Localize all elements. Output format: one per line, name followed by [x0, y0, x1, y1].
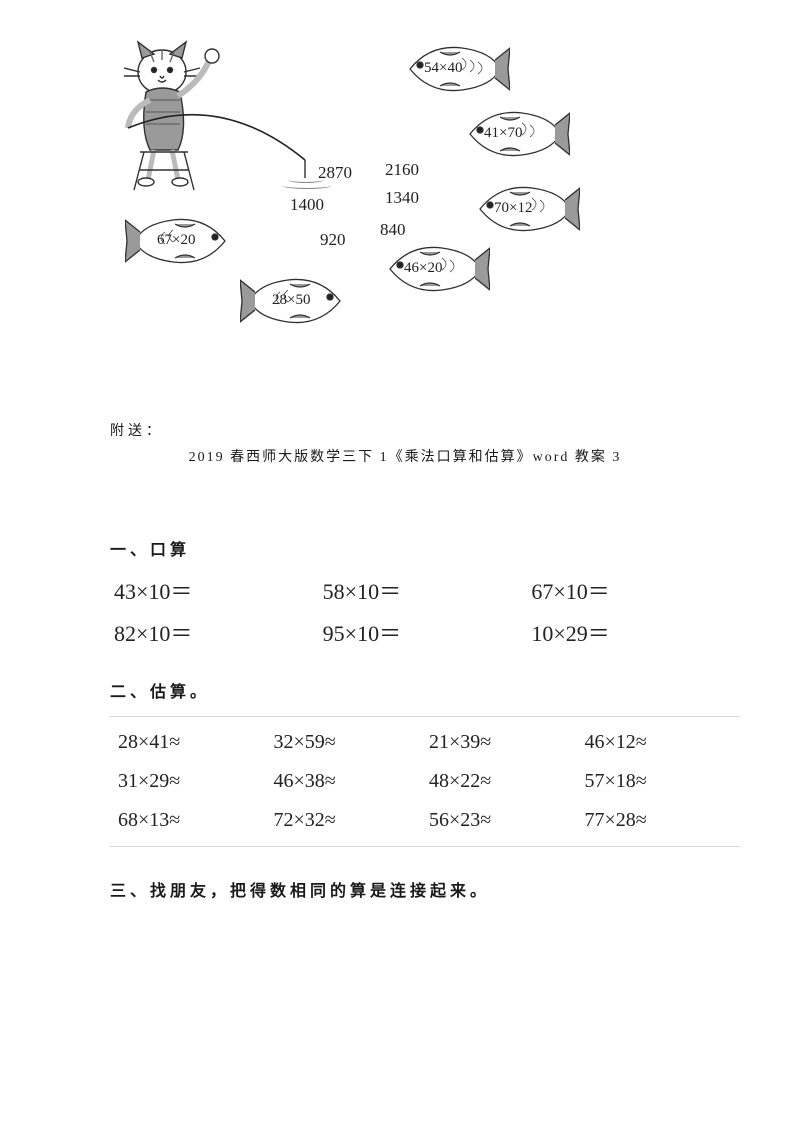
fishing-illustration: 54×40 41×70 70×12 46×20 28×50 67×20 2870…	[110, 40, 580, 350]
section2-heading: 二、估算。	[110, 678, 740, 702]
est-item: 28×41≈	[118, 731, 274, 754]
mental-item: 95×10＝	[323, 616, 532, 648]
table-row: 31×29≈ 46×38≈ 48×22≈ 57×18≈	[110, 762, 740, 801]
document-title: 2019 春西师大版数学三下 1《乘法口算和估算》word 教案 3	[110, 446, 740, 466]
est-item: 57×18≈	[585, 770, 741, 793]
est-item: 32×59≈	[274, 731, 430, 754]
pond-number: 840	[380, 220, 406, 240]
pond-number: 920	[320, 230, 346, 250]
estimation-table: 28×41≈ 32×59≈ 21×39≈ 46×12≈ 31×29≈ 46×38…	[110, 716, 740, 847]
pond-number: 1400	[290, 195, 324, 215]
mental-item: 10×29＝	[531, 616, 740, 648]
fish-expr: 41×70	[484, 125, 522, 142]
table-row: 68×13≈ 72×32≈ 56×23≈ 77×28≈	[110, 801, 740, 840]
est-item: 46×12≈	[585, 731, 741, 754]
mental-calc-grid: 43×10＝ 58×10＝ 67×10＝ 82×10＝ 95×10＝ 10×29…	[110, 574, 740, 648]
mental-item: 67×10＝	[531, 574, 740, 606]
ripple	[282, 182, 332, 189]
mental-item: 58×10＝	[323, 574, 532, 606]
est-item: 68×13≈	[118, 809, 274, 832]
fish-expr: 28×50	[272, 292, 310, 309]
pond-number: 2870	[318, 163, 352, 183]
fish-expr: 46×20	[404, 260, 442, 277]
fish-expr: 67×20	[157, 232, 195, 249]
section1-heading: 一、口算	[110, 536, 740, 560]
fish-expr: 54×40	[424, 60, 462, 77]
pond-number: 1340	[385, 188, 419, 208]
attachment-label: 附送：	[110, 420, 740, 440]
est-item: 48×22≈	[429, 770, 585, 793]
section3-heading: 三、找朋友，把得数相同的算是连接起来。	[110, 877, 740, 901]
document-page: 54×40 41×70 70×12 46×20 28×50 67×20 2870…	[0, 0, 800, 975]
table-row: 28×41≈ 32×59≈ 21×39≈ 46×12≈	[110, 723, 740, 762]
est-item: 56×23≈	[429, 809, 585, 832]
fish-expr: 70×12	[494, 200, 532, 217]
est-item: 77×28≈	[585, 809, 741, 832]
pond-number: 2160	[385, 160, 419, 180]
est-item: 46×38≈	[274, 770, 430, 793]
est-item: 31×29≈	[118, 770, 274, 793]
est-item: 72×32≈	[274, 809, 430, 832]
est-item: 21×39≈	[429, 731, 585, 754]
mental-item: 43×10＝	[114, 574, 323, 606]
mental-item: 82×10＝	[114, 616, 323, 648]
